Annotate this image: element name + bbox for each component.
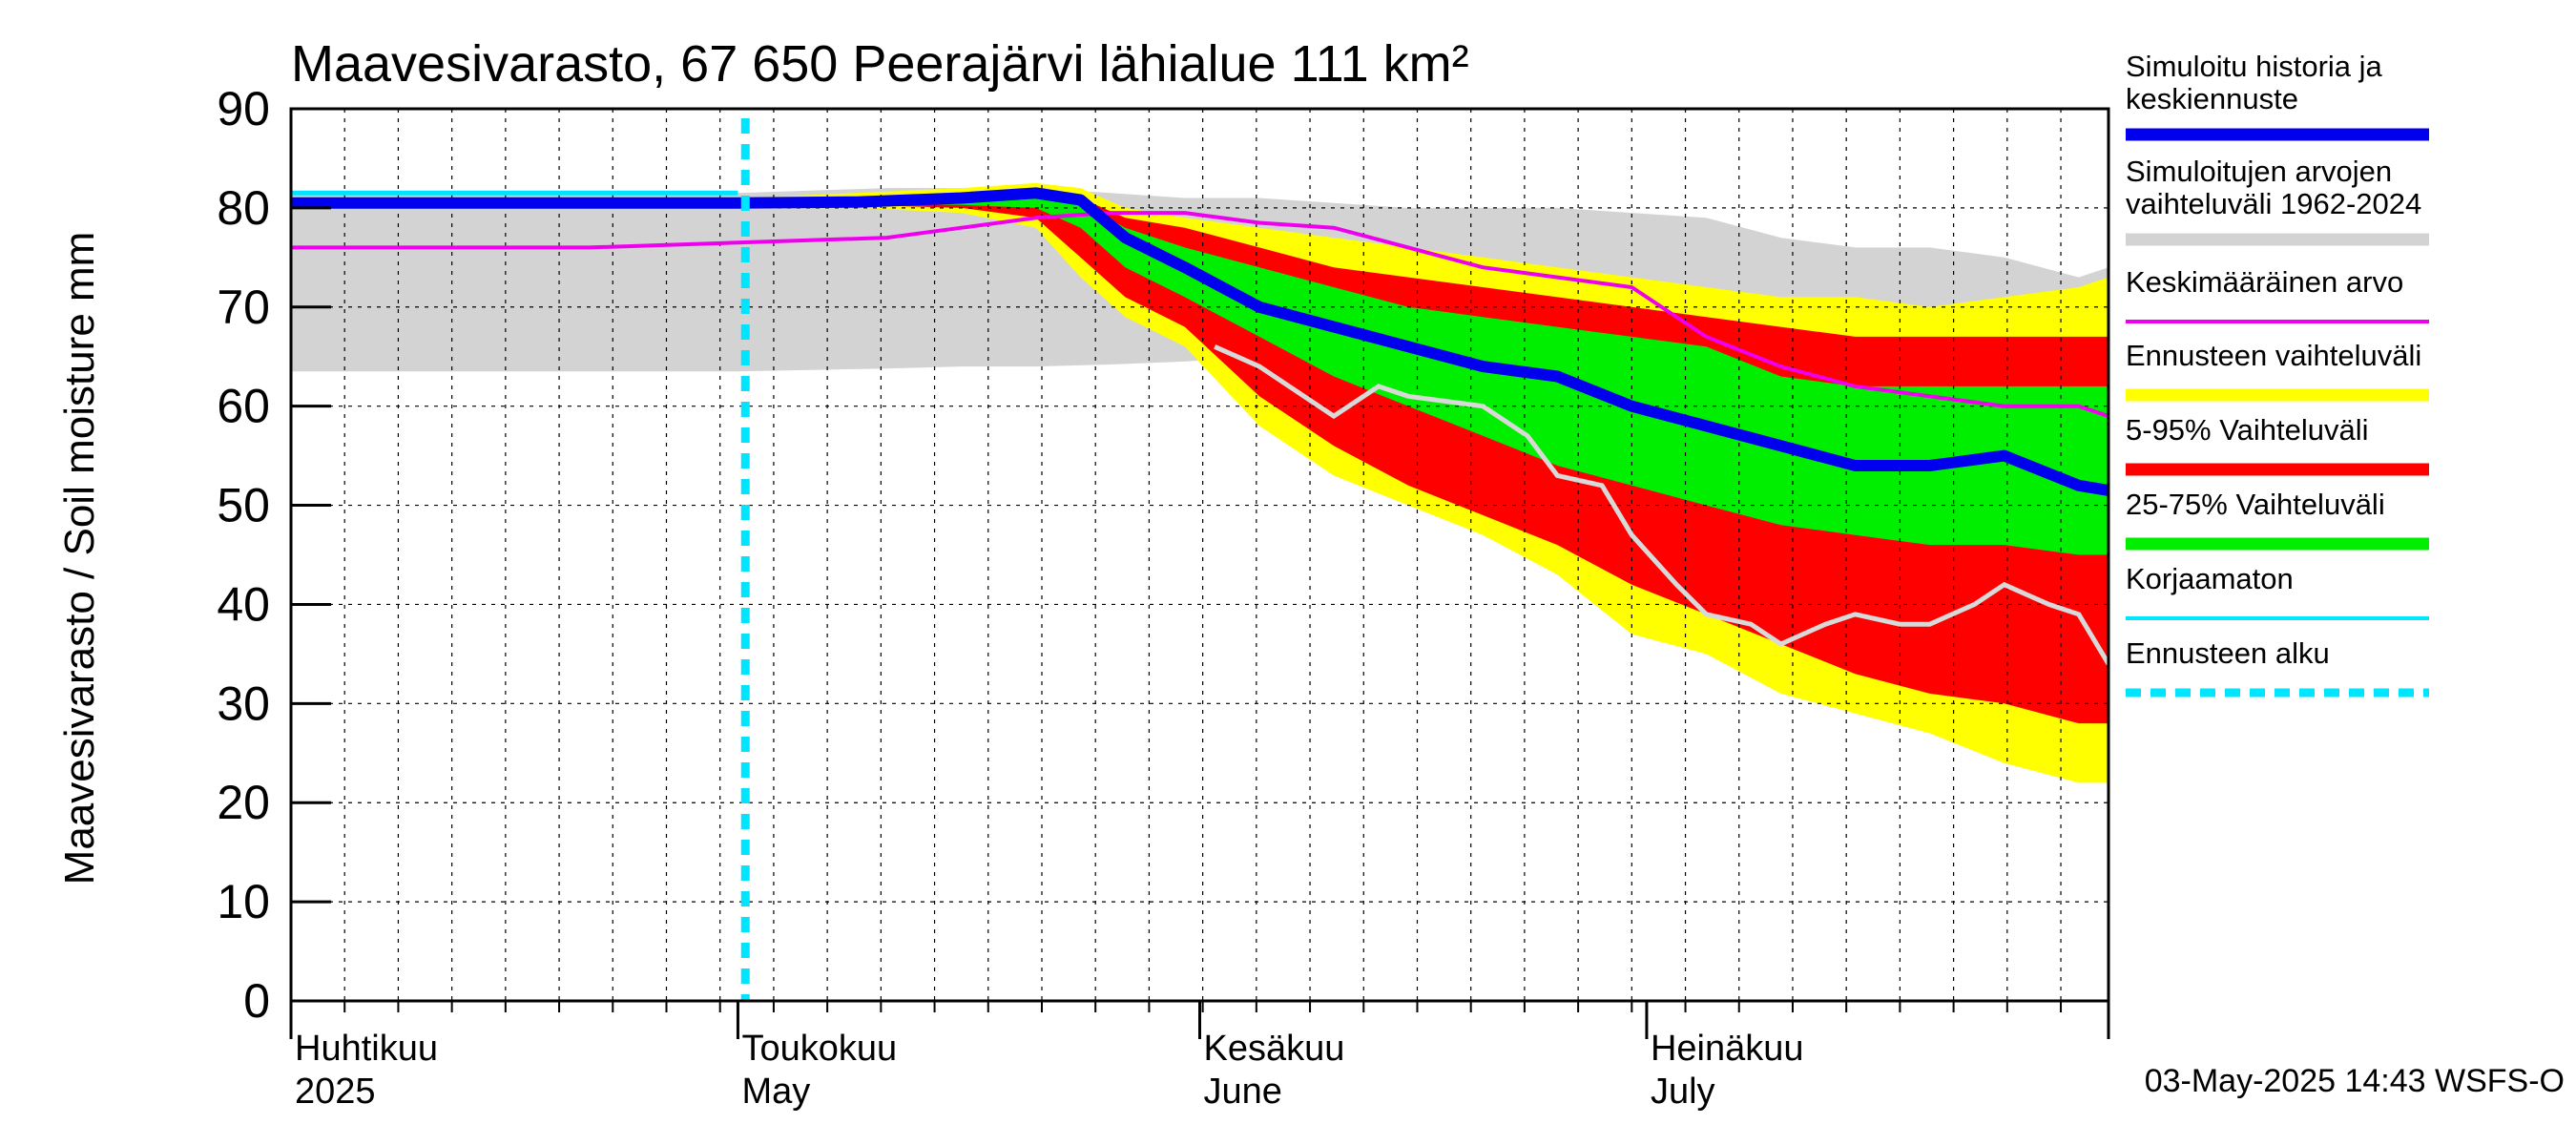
grid-layer (291, 109, 2109, 1001)
legend-label: Ennusteen vaihteluväli (2126, 339, 2421, 372)
y-tick-label: 50 (217, 479, 270, 532)
x-month-label-en: 2025 (295, 1072, 376, 1112)
p5-95-layer (291, 193, 2109, 724)
median-line (291, 187, 2109, 496)
x-month-label-fi: Heinäkuu (1651, 1029, 1804, 1069)
p25-75-area (291, 198, 2109, 555)
legend-label-line2: keskiennuste (2126, 82, 2298, 115)
y-tick-label: 20 (217, 776, 270, 829)
x-month-label-en: July (1651, 1072, 1715, 1112)
chart-title: Maavesivarasto, 67 650 Peerajärvi lähial… (291, 35, 1469, 93)
mean-line (291, 211, 2109, 418)
y-tick-label: 70 (217, 281, 270, 334)
y-tick-label: 10 (217, 875, 270, 928)
y-tick-label: 0 (243, 974, 270, 1028)
plot-area (289, 107, 2111, 1003)
y-tick-label: 90 (217, 82, 270, 135)
raw-sim-line (1214, 344, 2111, 666)
p5-95-area (291, 193, 2109, 724)
legend-label: Korjaamaton (2126, 562, 2294, 595)
x-month-label-fi: Toukokuu (741, 1029, 897, 1069)
y-axis-label: Maavesivarasto / Soil moisture mm (56, 232, 103, 885)
legend-label-line2: vaihteluväli 1962-2024 (2126, 187, 2421, 220)
y-tick-label: 30 (217, 677, 270, 730)
x-month-label-fi: Kesäkuu (1204, 1029, 1345, 1069)
y-tick-label: 60 (217, 380, 270, 433)
y-tick-label: 40 (217, 577, 270, 631)
footer-timestamp: 03-May-2025 14:43 WSFS-O (2145, 1063, 2565, 1099)
y-tick-label: 80 (217, 181, 270, 235)
legend-label: Simuloitujen arvojen (2126, 155, 2392, 188)
legend-label: 5-95% Vaihteluväli (2126, 413, 2368, 447)
lines-layer (291, 118, 2111, 1001)
x-month-label-en: June (1204, 1072, 1282, 1112)
legend-label: Ennusteen alku (2126, 636, 2330, 670)
x-month-label-fi: Huhtikuu (295, 1029, 438, 1069)
legend-label: Simuloitu historia ja (2126, 50, 2383, 83)
legend-label: 25-75% Vaihteluväli (2126, 488, 2385, 521)
x-month-label-en: May (741, 1072, 810, 1112)
p25-75-layer (291, 198, 2109, 555)
legend-label: Keskimääräinen arvo (2126, 265, 2403, 299)
y-axis: 0 10 20 30 40 50 60 70 80 90 (217, 82, 331, 1028)
